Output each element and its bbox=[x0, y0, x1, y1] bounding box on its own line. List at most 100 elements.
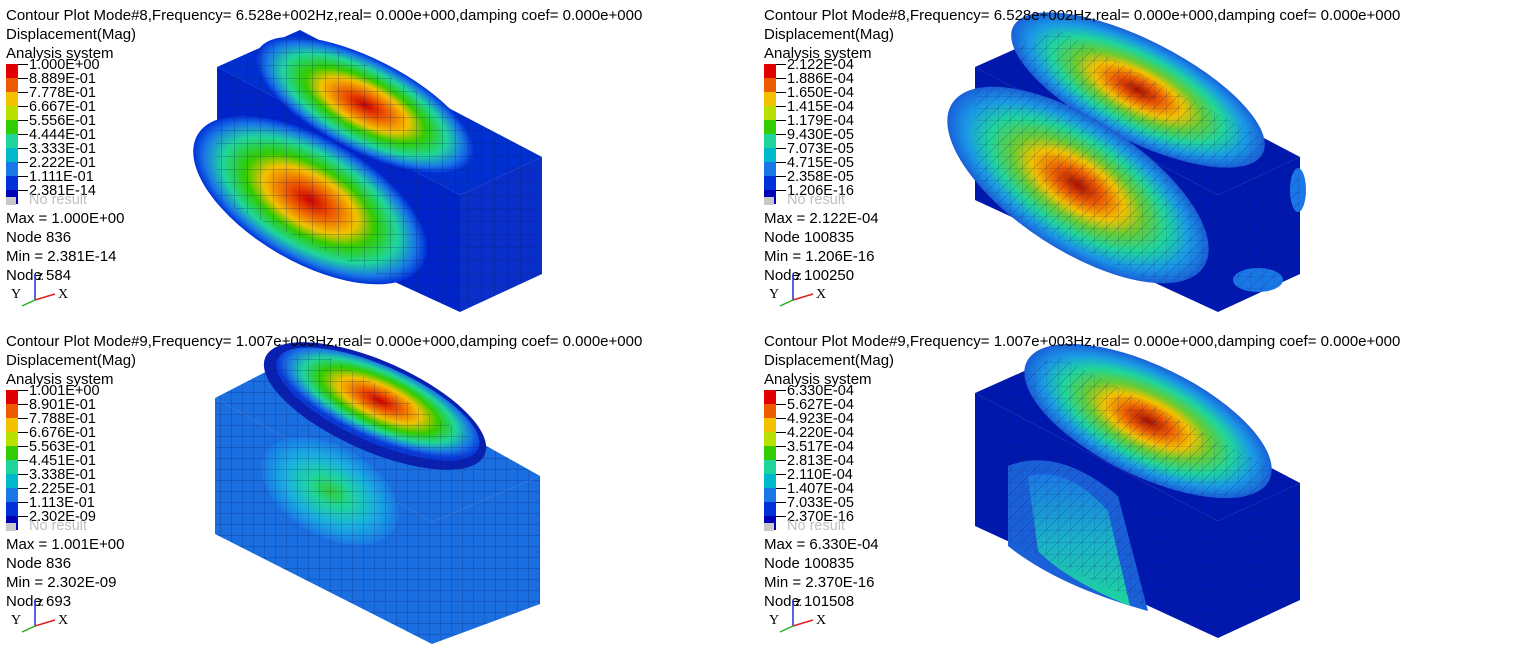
fe-model-shell-mode8[interactable] bbox=[758, 0, 1516, 326]
legend-color-swatch bbox=[6, 404, 18, 418]
legend-color-swatch bbox=[6, 460, 18, 474]
svg-text:Z: Z bbox=[37, 597, 44, 609]
legend-value: 1.001E+00 bbox=[29, 383, 100, 399]
legend-value: 1.886E-04 bbox=[787, 71, 854, 87]
legend-value: 5.556E-01 bbox=[29, 113, 96, 129]
legend-color-swatch bbox=[6, 148, 18, 162]
legend-color-swatch bbox=[6, 64, 18, 78]
legend-color-swatch bbox=[6, 474, 18, 488]
result-quantity: Displacement(Mag) bbox=[6, 26, 137, 43]
max-value: Max = 1.001E+00 bbox=[6, 536, 125, 553]
legend-color-swatch bbox=[6, 390, 18, 404]
svg-text:Y: Y bbox=[769, 613, 779, 628]
legend-value: 3.333E-01 bbox=[29, 141, 96, 157]
legend-color-swatch bbox=[6, 446, 18, 460]
legend-value: 1.000E+00 bbox=[29, 57, 100, 73]
max-value: Max = 1.000E+00 bbox=[6, 210, 125, 227]
legend-value: 2.110E-04 bbox=[787, 467, 853, 483]
fe-model-shell-mode9[interactable] bbox=[758, 326, 1516, 652]
fe-model-solid-mode9[interactable] bbox=[0, 326, 758, 652]
legend-value: 1.407E-04 bbox=[787, 481, 854, 497]
min-node: Node 584 bbox=[6, 267, 72, 284]
min-value: Min = 2.302E-09 bbox=[6, 574, 117, 591]
svg-text:Y: Y bbox=[769, 287, 779, 302]
svg-text:Y: Y bbox=[11, 613, 21, 628]
no-result-label: No result bbox=[787, 518, 846, 534]
legend-value: 1.415E-04 bbox=[787, 99, 854, 115]
no-result-label: No result bbox=[29, 518, 88, 534]
legend-color-swatch bbox=[764, 92, 776, 106]
legend-color-swatch bbox=[764, 176, 776, 190]
legend-color-swatch bbox=[6, 488, 18, 502]
legend-value: 7.788E-01 bbox=[29, 411, 96, 427]
fe-model-solid-mode8[interactable] bbox=[0, 0, 758, 326]
min-value: Min = 2.381E-14 bbox=[6, 248, 117, 265]
legend-value: 6.676E-01 bbox=[29, 425, 96, 441]
legend-color-swatch bbox=[764, 432, 776, 446]
legend-value: 6.330E-04 bbox=[787, 383, 854, 399]
plot-title: Contour Plot Mode#8,Frequency= 6.528e+00… bbox=[6, 7, 643, 24]
legend-value: 4.444E-01 bbox=[29, 127, 96, 143]
legend-value: 4.451E-01 bbox=[29, 453, 96, 469]
legend-value: 1.111E-01 bbox=[29, 169, 94, 185]
legend-value: 2.222E-01 bbox=[29, 155, 96, 171]
legend-value: 1.179E-04 bbox=[787, 113, 854, 129]
max-value: Max = 6.330E-04 bbox=[764, 536, 879, 553]
result-quantity: Displacement(Mag) bbox=[764, 26, 895, 43]
legend-value: 2.358E-05 bbox=[787, 169, 854, 185]
legend-value: 5.563E-01 bbox=[29, 439, 96, 455]
legend-value: 2.225E-01 bbox=[29, 481, 96, 497]
legend-value: 4.220E-04 bbox=[787, 425, 854, 441]
min-node: Node 100250 bbox=[764, 267, 855, 284]
legend-color-swatch bbox=[6, 120, 18, 134]
plot-title: Contour Plot Mode#9,Frequency= 1.007e+00… bbox=[764, 333, 1401, 350]
legend-value: 1.206E-16 bbox=[787, 183, 854, 199]
legend-color-swatch bbox=[764, 446, 776, 460]
contour-panel-mode8-shell: Contour Plot Mode#8,Frequency= 6.528e+00… bbox=[758, 0, 1516, 326]
legend-value: 2.381E-14 bbox=[29, 183, 96, 199]
max-node: Node 100835 bbox=[764, 229, 855, 246]
legend-color-swatch bbox=[764, 120, 776, 134]
legend-color-swatch bbox=[6, 176, 18, 190]
min-node: Node 693 bbox=[6, 593, 72, 610]
min-value: Min = 2.370E-16 bbox=[764, 574, 875, 591]
min-node: Node 101508 bbox=[764, 593, 855, 610]
legend-color-swatch bbox=[764, 404, 776, 418]
axis-triad-icon: Y X Z bbox=[769, 271, 826, 307]
svg-text:Y: Y bbox=[11, 287, 21, 302]
legend-color-swatch bbox=[764, 488, 776, 502]
legend-value: 2.122E-04 bbox=[787, 57, 854, 73]
legend-value: 2.370E-16 bbox=[787, 509, 854, 525]
legend-value: 7.073E-05 bbox=[787, 141, 854, 157]
svg-text:Z: Z bbox=[37, 271, 44, 283]
legend-color-swatch bbox=[764, 78, 776, 92]
legend-color-swatch bbox=[764, 418, 776, 432]
legend-color-swatch bbox=[6, 134, 18, 148]
legend-color-swatch bbox=[764, 106, 776, 120]
legend-color-swatch bbox=[6, 432, 18, 446]
svg-text:X: X bbox=[58, 613, 68, 628]
svg-text:X: X bbox=[816, 613, 826, 628]
legend-color-swatch bbox=[764, 474, 776, 488]
plot-title: Contour Plot Mode#9,Frequency= 1.007e+00… bbox=[6, 333, 643, 350]
legend-value: 3.517E-04 bbox=[787, 439, 854, 455]
legend-value: 2.302E-09 bbox=[29, 509, 96, 525]
contour-panel-mode8-solid: Contour Plot Mode#8,Frequency= 6.528e+00… bbox=[0, 0, 758, 326]
legend-value: 1.113E-01 bbox=[29, 495, 95, 511]
legend-color-swatch bbox=[6, 502, 18, 516]
axis-triad-icon: Y X Z bbox=[11, 597, 68, 633]
legend-value: 7.033E-05 bbox=[787, 495, 854, 511]
legend-color-swatch bbox=[6, 418, 18, 432]
legend-color-swatch bbox=[764, 502, 776, 516]
no-result-label: No result bbox=[787, 192, 846, 208]
coordinate-system: Analysis system bbox=[764, 45, 872, 62]
max-value: Max = 2.122E-04 bbox=[764, 210, 879, 227]
coordinate-system: Analysis system bbox=[6, 45, 114, 62]
legend-value: 8.889E-01 bbox=[29, 71, 96, 87]
legend-color-swatch bbox=[6, 78, 18, 92]
legend-color-swatch bbox=[764, 148, 776, 162]
axis-triad-icon: Y X Z bbox=[11, 271, 68, 307]
min-value: Min = 1.206E-16 bbox=[764, 248, 875, 265]
legend-value: 8.901E-01 bbox=[29, 397, 96, 413]
legend-value: 7.778E-01 bbox=[29, 85, 96, 101]
